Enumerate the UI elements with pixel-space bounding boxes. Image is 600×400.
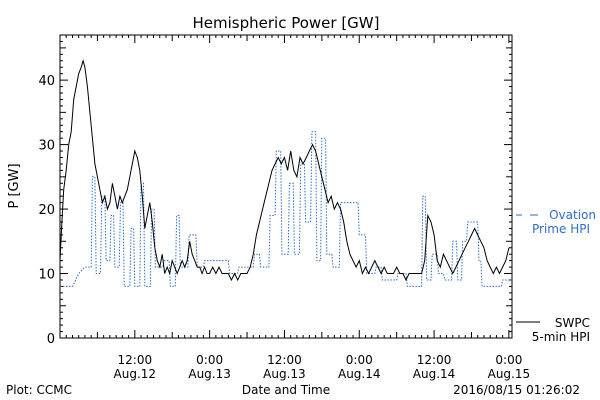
- plot-credit: Plot: CCMC: [6, 383, 72, 397]
- ovation-prime-hpi-line: [60, 131, 512, 287]
- plot-timestamp: 2016/08/15 01:26:02: [453, 383, 580, 397]
- x-tick-time-label: 0:00: [196, 353, 223, 367]
- legend-ovation-label: Prime HPI: [532, 222, 590, 236]
- x-tick-date-label: Aug.15: [488, 367, 531, 381]
- swpc-5min-hpi-line: [59, 58, 510, 282]
- x-axis-label: Date and Time: [242, 383, 330, 397]
- x-tick-time-label: 12:00: [417, 353, 452, 367]
- y-tick-label: 40: [38, 74, 55, 89]
- y-axis-label: P [GW]: [7, 163, 22, 208]
- x-tick-date-label: Aug.13: [263, 367, 306, 381]
- y-axis: 0 10 20 30 40: [38, 40, 512, 347]
- x-tick-time-label: 0:00: [495, 353, 522, 367]
- y-tick-label: 0: [47, 332, 55, 347]
- legend-ovation-label: Ovation: [549, 208, 596, 222]
- y-tick-label: 10: [38, 268, 55, 283]
- legend-swpc-label: 5-min HPI: [532, 330, 590, 344]
- x-tick-time-label: 0:00: [346, 353, 373, 367]
- chart-title: Hemispheric Power [GW]: [193, 14, 380, 32]
- x-tick-date-label: Aug.13: [188, 367, 231, 381]
- x-axis: 12:00Aug.120:00Aug.1312:00Aug.130:00Aug.…: [65, 35, 531, 381]
- x-tick-time-label: 12:00: [118, 353, 153, 367]
- plot-frame: [59, 34, 513, 339]
- x-tick-date-label: Aug.14: [338, 367, 381, 381]
- x-tick-time-label: 12:00: [267, 353, 302, 367]
- x-tick-date-label: Aug.12: [114, 367, 157, 381]
- y-tick-label: 30: [38, 139, 55, 154]
- legend-swpc-label: SWPC: [555, 316, 590, 330]
- series-layer: [59, 58, 512, 287]
- x-tick-date-label: Aug.14: [413, 367, 456, 381]
- y-tick-label: 20: [38, 203, 55, 218]
